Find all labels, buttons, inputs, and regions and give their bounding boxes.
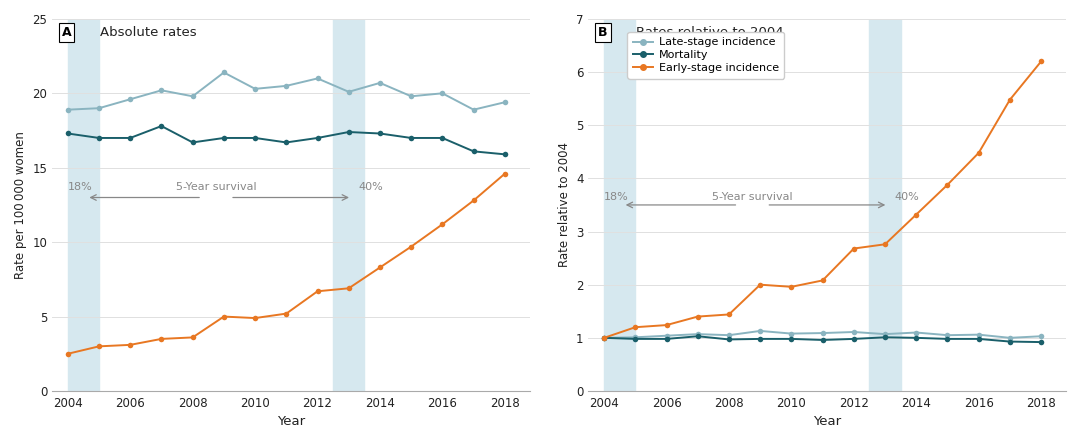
Text: Rates relative to 2004: Rates relative to 2004 xyxy=(636,27,784,39)
Bar xyxy=(604,19,635,391)
Bar xyxy=(68,19,99,391)
X-axis label: Year: Year xyxy=(276,415,305,428)
Legend: Late-stage incidence, Mortality, Early-stage incidence: Late-stage incidence, Mortality, Early-s… xyxy=(627,32,784,79)
Text: 5-Year survival: 5-Year survival xyxy=(712,192,793,202)
Y-axis label: Rate relative to 2004: Rate relative to 2004 xyxy=(557,142,570,267)
Bar xyxy=(333,19,364,391)
X-axis label: Year: Year xyxy=(813,415,841,428)
Text: 40%: 40% xyxy=(359,182,382,191)
Text: B: B xyxy=(598,27,608,39)
Text: 40%: 40% xyxy=(894,192,919,202)
Text: 5-Year survival: 5-Year survival xyxy=(176,182,256,191)
Bar xyxy=(869,19,901,391)
Y-axis label: Rate per 100 000 women: Rate per 100 000 women xyxy=(14,131,27,279)
Text: A: A xyxy=(62,27,71,39)
Text: 18%: 18% xyxy=(604,192,629,202)
Text: Absolute rates: Absolute rates xyxy=(100,27,197,39)
Text: 18%: 18% xyxy=(68,182,93,191)
